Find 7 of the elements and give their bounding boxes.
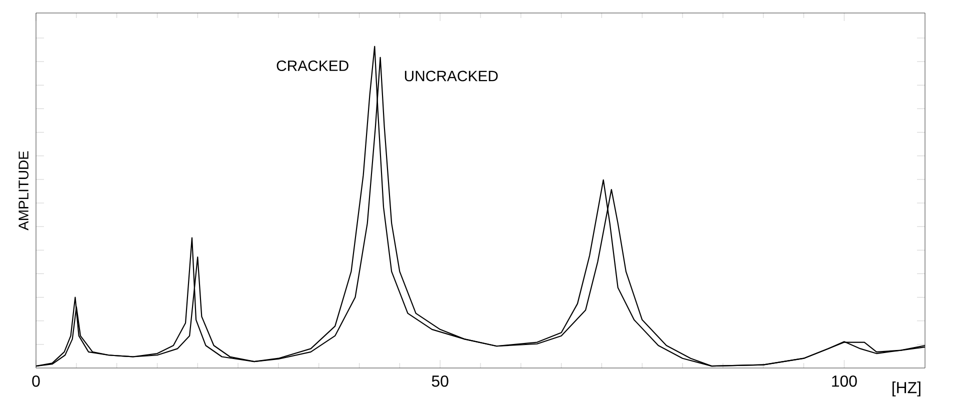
- x-tick-label: 50: [432, 376, 448, 387]
- x-tick-label: 0: [32, 376, 40, 387]
- x-tick-label: 100: [832, 376, 857, 387]
- x-axis-title: [HZ]: [892, 382, 920, 396]
- y-axis-title: AMPLITUDE: [18, 151, 28, 230]
- series-label: UNCRACKED: [404, 70, 498, 82]
- series-label: CRACKED: [276, 60, 348, 72]
